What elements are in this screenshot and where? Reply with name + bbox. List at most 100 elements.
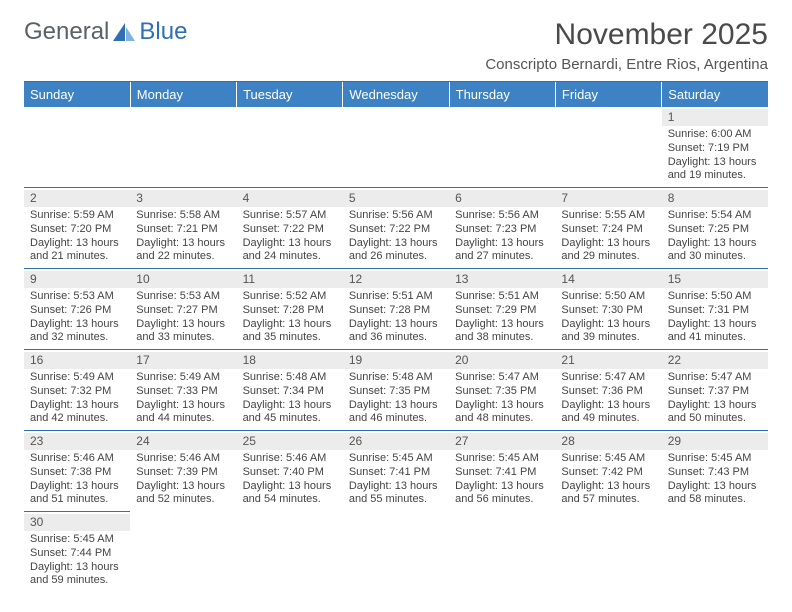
sunset-text: Sunset: 7:19 PM — [668, 142, 762, 156]
calendar-document: General Blue November 2025 Conscripto Be… — [0, 0, 792, 592]
weekday-header-row: SundayMondayTuesdayWednesdayThursdayFrid… — [24, 82, 768, 107]
daylight-text-2: and 32 minutes. — [30, 331, 124, 345]
daylight-text: Daylight: 13 hours — [561, 399, 655, 413]
calendar-cell: 24Sunrise: 5:46 AMSunset: 7:39 PMDayligh… — [130, 431, 236, 512]
daylight-text: Daylight: 13 hours — [136, 480, 230, 494]
sunrise-text: Sunrise: 5:59 AM — [30, 209, 124, 223]
weekday-header: Tuesday — [237, 82, 343, 107]
sunset-text: Sunset: 7:39 PM — [136, 466, 230, 480]
day-number: 4 — [237, 190, 343, 207]
calendar-row: 30Sunrise: 5:45 AMSunset: 7:44 PMDayligh… — [24, 512, 768, 593]
daylight-text: Daylight: 13 hours — [243, 237, 337, 251]
sunset-text: Sunset: 7:27 PM — [136, 304, 230, 318]
sunset-text: Sunset: 7:42 PM — [561, 466, 655, 480]
sunset-text: Sunset: 7:37 PM — [668, 385, 762, 399]
sunrise-text: Sunrise: 5:45 AM — [561, 452, 655, 466]
daylight-text-2: and 56 minutes. — [455, 493, 549, 507]
daylight-text-2: and 46 minutes. — [349, 412, 443, 426]
day-number: 8 — [662, 190, 768, 207]
sunrise-text: Sunrise: 5:45 AM — [30, 533, 124, 547]
daylight-text: Daylight: 13 hours — [561, 480, 655, 494]
daylight-text: Daylight: 13 hours — [668, 318, 762, 332]
daylight-text: Daylight: 13 hours — [455, 318, 549, 332]
calendar-row: 23Sunrise: 5:46 AMSunset: 7:38 PMDayligh… — [24, 431, 768, 512]
calendar-cell — [343, 512, 449, 593]
calendar-cell: 21Sunrise: 5:47 AMSunset: 7:36 PMDayligh… — [555, 350, 661, 431]
day-number: 1 — [662, 109, 768, 126]
calendar-table: SundayMondayTuesdayWednesdayThursdayFrid… — [24, 82, 768, 592]
day-number: 11 — [237, 271, 343, 288]
daylight-text: Daylight: 13 hours — [455, 237, 549, 251]
daylight-text-2: and 22 minutes. — [136, 250, 230, 264]
calendar-cell — [130, 107, 236, 188]
calendar-cell: 9Sunrise: 5:53 AMSunset: 7:26 PMDaylight… — [24, 269, 130, 350]
sunrise-text: Sunrise: 5:45 AM — [349, 452, 443, 466]
day-number: 17 — [130, 352, 236, 369]
daylight-text: Daylight: 13 hours — [30, 561, 124, 575]
daylight-text-2: and 49 minutes. — [561, 412, 655, 426]
calendar-cell — [343, 107, 449, 188]
daylight-text: Daylight: 13 hours — [561, 318, 655, 332]
daylight-text: Daylight: 13 hours — [30, 318, 124, 332]
sunrise-text: Sunrise: 5:57 AM — [243, 209, 337, 223]
calendar-cell — [555, 512, 661, 593]
calendar-cell: 17Sunrise: 5:49 AMSunset: 7:33 PMDayligh… — [130, 350, 236, 431]
day-number: 25 — [237, 433, 343, 450]
sunset-text: Sunset: 7:38 PM — [30, 466, 124, 480]
daylight-text-2: and 59 minutes. — [30, 574, 124, 588]
sunrise-text: Sunrise: 5:47 AM — [455, 371, 549, 385]
page-title: November 2025 — [485, 18, 768, 52]
daylight-text: Daylight: 13 hours — [349, 318, 443, 332]
sunset-text: Sunset: 7:41 PM — [349, 466, 443, 480]
sunset-text: Sunset: 7:28 PM — [349, 304, 443, 318]
daylight-text: Daylight: 13 hours — [136, 399, 230, 413]
daylight-text: Daylight: 13 hours — [243, 318, 337, 332]
daylight-text-2: and 58 minutes. — [668, 493, 762, 507]
daylight-text: Daylight: 13 hours — [668, 237, 762, 251]
daylight-text: Daylight: 13 hours — [455, 399, 549, 413]
calendar-cell: 22Sunrise: 5:47 AMSunset: 7:37 PMDayligh… — [662, 350, 768, 431]
day-number: 22 — [662, 352, 768, 369]
daylight-text-2: and 54 minutes. — [243, 493, 337, 507]
sunrise-text: Sunrise: 5:55 AM — [561, 209, 655, 223]
daylight-text-2: and 36 minutes. — [349, 331, 443, 345]
calendar-cell — [24, 107, 130, 188]
calendar-cell: 27Sunrise: 5:45 AMSunset: 7:41 PMDayligh… — [449, 431, 555, 512]
calendar-cell: 30Sunrise: 5:45 AMSunset: 7:44 PMDayligh… — [24, 512, 130, 593]
daylight-text-2: and 41 minutes. — [668, 331, 762, 345]
day-number: 12 — [343, 271, 449, 288]
calendar-cell — [237, 107, 343, 188]
calendar-cell: 19Sunrise: 5:48 AMSunset: 7:35 PMDayligh… — [343, 350, 449, 431]
daylight-text-2: and 57 minutes. — [561, 493, 655, 507]
sunrise-text: Sunrise: 5:46 AM — [243, 452, 337, 466]
day-number: 10 — [130, 271, 236, 288]
daylight-text: Daylight: 13 hours — [349, 480, 443, 494]
weekday-header: Wednesday — [343, 82, 449, 107]
sunset-text: Sunset: 7:33 PM — [136, 385, 230, 399]
sunset-text: Sunset: 7:20 PM — [30, 223, 124, 237]
sunrise-text: Sunrise: 5:45 AM — [455, 452, 549, 466]
daylight-text-2: and 52 minutes. — [136, 493, 230, 507]
calendar-row: 1Sunrise: 6:00 AMSunset: 7:19 PMDaylight… — [24, 107, 768, 188]
sunrise-text: Sunrise: 5:48 AM — [349, 371, 443, 385]
calendar-cell: 10Sunrise: 5:53 AMSunset: 7:27 PMDayligh… — [130, 269, 236, 350]
sunrise-text: Sunrise: 5:45 AM — [668, 452, 762, 466]
calendar-cell — [130, 512, 236, 593]
calendar-cell — [449, 107, 555, 188]
calendar-cell: 1Sunrise: 6:00 AMSunset: 7:19 PMDaylight… — [662, 107, 768, 188]
day-number: 6 — [449, 190, 555, 207]
sunset-text: Sunset: 7:30 PM — [561, 304, 655, 318]
logo-sail-icon — [111, 21, 137, 43]
day-number: 14 — [555, 271, 661, 288]
sunset-text: Sunset: 7:28 PM — [243, 304, 337, 318]
daylight-text: Daylight: 13 hours — [561, 237, 655, 251]
daylight-text: Daylight: 13 hours — [455, 480, 549, 494]
daylight-text: Daylight: 13 hours — [668, 480, 762, 494]
sunset-text: Sunset: 7:29 PM — [455, 304, 549, 318]
sunrise-text: Sunrise: 5:51 AM — [349, 290, 443, 304]
calendar-cell: 5Sunrise: 5:56 AMSunset: 7:22 PMDaylight… — [343, 188, 449, 269]
calendar-cell: 2Sunrise: 5:59 AMSunset: 7:20 PMDaylight… — [24, 188, 130, 269]
calendar-cell — [237, 512, 343, 593]
daylight-text-2: and 44 minutes. — [136, 412, 230, 426]
daylight-text: Daylight: 13 hours — [243, 399, 337, 413]
